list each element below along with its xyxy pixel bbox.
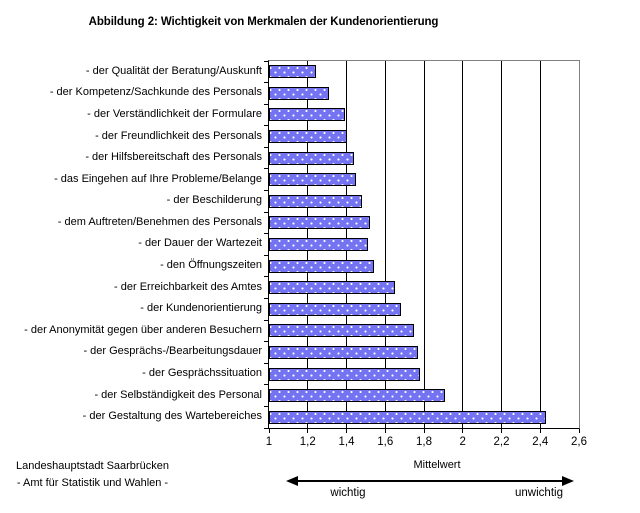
gridline [462,61,464,428]
category-label: - das Eingehen auf Ihre Probleme/Belange [54,172,262,185]
x-axis-tick [268,429,270,433]
y-axis-tick [264,211,268,213]
y-axis-tick [264,297,268,299]
y-axis-tick [264,405,268,407]
bar [269,389,446,403]
bar [269,324,415,338]
gridline [501,61,502,428]
bar [269,410,547,424]
category-label: - der Freundlichkeit des Personals [95,129,262,142]
bar [269,216,370,230]
arrow-label-wichtig: wichtig [330,487,366,499]
x-axis-tick [346,429,347,433]
x-axis-title: Mittelwert [413,459,461,471]
y-axis-tick [264,168,268,170]
y-axis-tick [264,103,268,105]
arrow-right-icon [562,476,574,486]
bar [269,65,316,79]
importance-arrow-shaft [297,480,563,482]
x-axis-tick [462,429,464,433]
arrow-left-icon [286,476,298,486]
bar [269,130,347,144]
x-axis-tick-label: 1,4 [338,436,355,448]
x-axis-tick-label: 2,4 [532,436,549,448]
y-axis-tick [264,82,268,84]
plot-area: 1 1,2 1,4 1,6 1,8 2 2,2 2,4 2,6 [264,60,587,448]
x-axis-tick [307,429,309,433]
x-axis-tick-label: 2,6 [571,436,587,448]
category-labels: - der Qualität der Beratung/Auskunft - de… [0,60,268,427]
bar [269,302,401,316]
x-axis-tick-label: 2 [459,436,466,448]
y-axis-tick [264,341,268,343]
y-axis-tick [264,362,268,364]
y-axis-tick [264,384,268,386]
arrow-label-unwichtig: unwichtig [515,487,563,499]
y-axis-tick [264,60,268,62]
y-axis-tick [264,233,268,235]
bar [269,86,330,100]
bar [269,367,421,381]
source-line-2: - Amt für Statistik und Wahlen - [16,477,169,489]
y-axis-tick [264,427,268,429]
x-axis-tick-label: 2,2 [493,436,510,448]
category-label: - der Qualität der Beratung/Auskunft [85,64,262,77]
category-label: - der Hilfsbereitschaft des Personals [85,151,262,164]
gridline [384,61,386,428]
bar [269,173,357,187]
chart-title: Abbildung 2: Wichtigkeit von Merkmalen d… [88,16,439,28]
category-label: - dem Auftreten/Benehmen des Personals [57,215,262,228]
gridline [539,61,541,428]
category-label: - den Öffnungszeiten [160,259,262,272]
bar [269,238,368,251]
y-axis-tick [264,319,268,321]
x-axis-tick-label: 1,2 [299,436,316,448]
y-axis-tick [264,146,268,148]
source-line-1: Landeshauptstadt Saarbrücken [16,460,169,472]
y-axis-tick [264,125,268,127]
category-label: - der Kompetenz/Sachkunde des Personals [49,86,262,99]
category-label: - der Kundenorientierung [140,302,262,315]
category-label: - der Gesprächssituation [142,367,262,380]
category-label: - der Anonymität gegen über anderen Besu… [24,323,262,336]
y-axis-tick [264,190,268,192]
x-axis-tick [501,429,502,433]
gridline [423,61,425,428]
category-label: - der Beschilderung [166,194,262,207]
x-axis-tick [578,429,580,433]
bar [269,108,345,122]
category-label: - der Selbständigkeit des Personal [94,388,262,401]
x-axis-tick [539,429,541,433]
bar [269,345,419,359]
x-axis-tick-label: 1,8 [416,436,432,448]
bar [269,151,355,165]
bar [269,194,362,208]
bar [269,259,374,273]
x-axis-tick-label: 1,6 [377,436,394,448]
category-label: - der Gesprächs-/Bearbeitungsdauer [83,345,262,358]
x-axis-tick [384,429,386,433]
x-axis-tick [423,429,425,433]
y-axis-tick [264,254,268,256]
category-label: - der Erreichbarkeit des Amtes [114,280,262,293]
source-note: Landeshauptstadt Saarbrücken - Amt für S… [0,458,185,492]
category-label: - der Gestaltung des Wartebereiches [82,410,262,423]
category-label: - der Verständlichkeit der Formulare [87,107,262,120]
category-label: - der Dauer der Wartezeit [138,237,262,250]
x-axis-tick-label: 1 [265,436,273,448]
bar [269,281,395,295]
y-axis-tick [264,276,268,278]
